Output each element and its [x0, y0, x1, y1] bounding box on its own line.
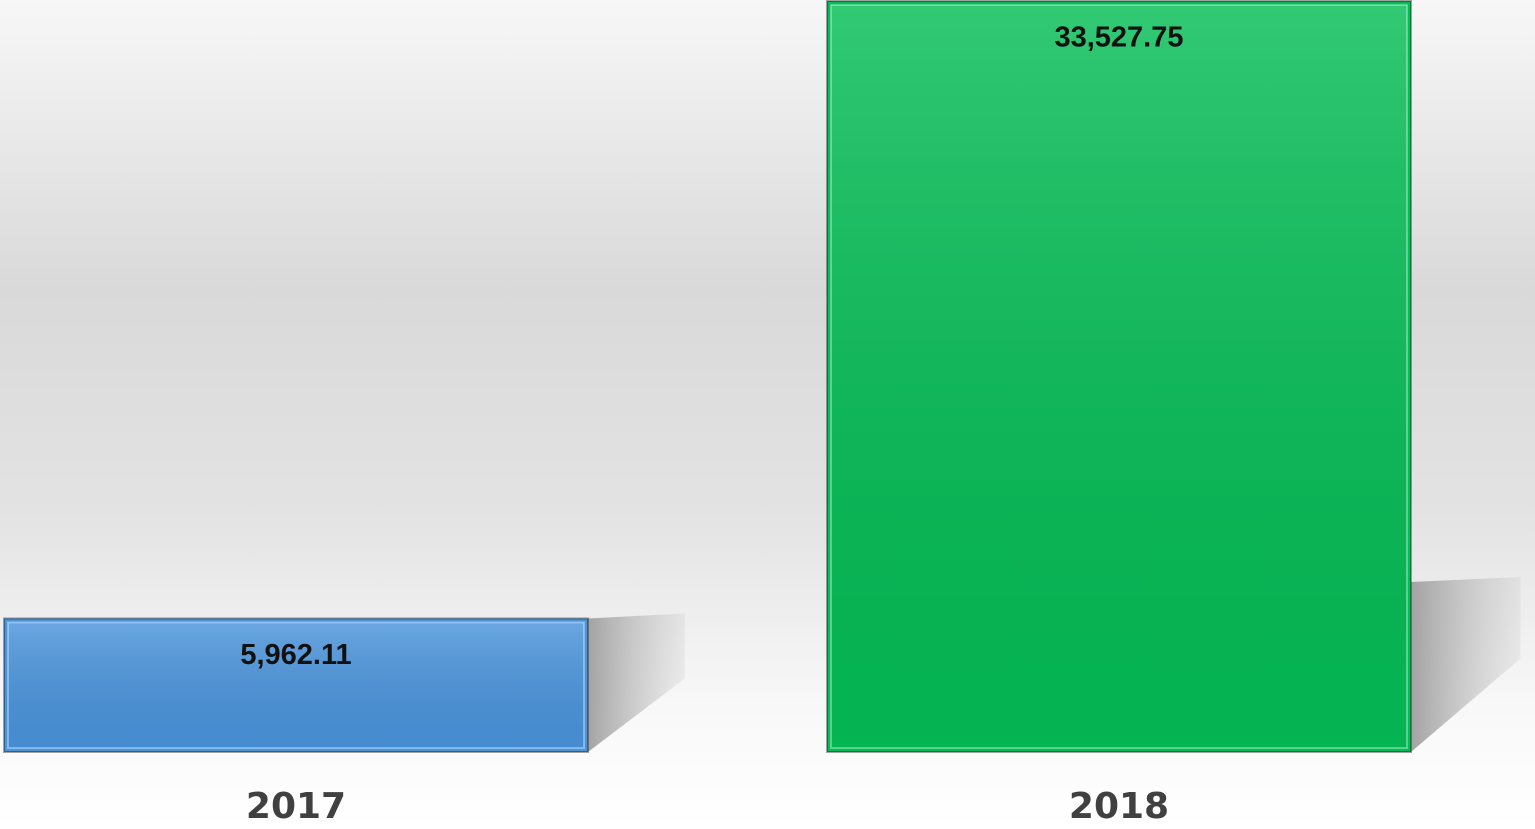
bar-shadow — [1411, 577, 1521, 752]
x-tick-label: 2017 — [246, 786, 346, 827]
bar-shadow — [588, 613, 685, 752]
bar-bevel — [7, 621, 585, 749]
bar-bevel — [830, 4, 1408, 749]
value-label: 5,962.11 — [240, 639, 351, 671]
x-tick-label: 2018 — [1069, 786, 1169, 827]
value-label: 33,527.75 — [1054, 22, 1183, 54]
